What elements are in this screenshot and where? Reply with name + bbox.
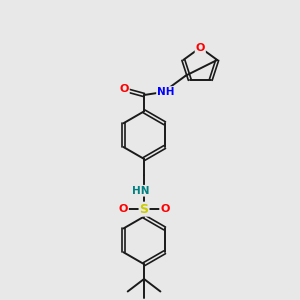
Text: S: S bbox=[140, 202, 148, 216]
Text: HN: HN bbox=[132, 186, 149, 196]
Text: O: O bbox=[160, 204, 170, 214]
Text: O: O bbox=[196, 43, 205, 52]
Text: NH: NH bbox=[157, 87, 175, 97]
Text: O: O bbox=[118, 204, 128, 214]
Text: O: O bbox=[119, 84, 129, 94]
